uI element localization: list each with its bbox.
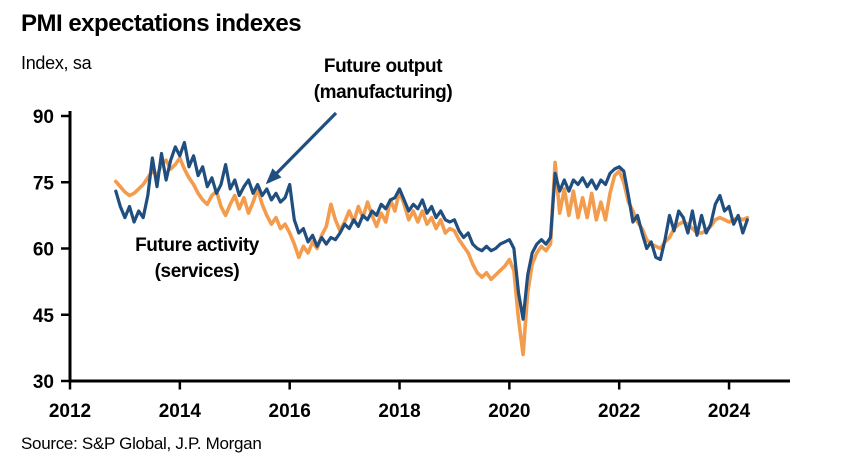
y-tick-label: 60	[33, 240, 54, 261]
y-tick-label: 75	[33, 173, 55, 194]
axis-unit-label: Index, sa	[21, 53, 92, 73]
chart-title: PMI expectations indexes	[21, 10, 302, 37]
x-tick-label: 2022	[598, 401, 640, 422]
annotation-arrow	[265, 111, 338, 185]
y-tick-label: 45	[33, 306, 55, 327]
annotation-manufacturing-line1: Future output	[323, 56, 443, 77]
y-tick-label: 30	[33, 372, 54, 393]
x-tick-label: 2014	[159, 401, 202, 422]
annotation-services-line2: (services)	[154, 261, 240, 282]
annotation-services: Future activity (services)	[135, 233, 259, 285]
x-tick-label: 2024	[708, 401, 751, 422]
series-lines	[114, 140, 750, 357]
x-tick-label: 2016	[269, 401, 311, 422]
x-tick-label: 2012	[49, 401, 91, 422]
annotation-manufacturing-line2: (manufacturing)	[313, 82, 453, 103]
axis-tick-labels: 30 45 60 75 90 2012 2014 2016 2018 2020 2022 2024	[33, 107, 751, 422]
x-tick-label: 2020	[488, 401, 530, 422]
source-note: Source: S&P Global, J.P. Morgan	[21, 434, 262, 453]
y-tick-label: 90	[33, 107, 54, 128]
chart-line-manufacturing	[114, 140, 749, 321]
axes	[61, 111, 790, 390]
annotation-services-line1: Future activity	[135, 235, 259, 256]
annotation-manufacturing: Future output (manufacturing)	[314, 54, 453, 106]
x-tick-label: 2018	[378, 401, 420, 422]
